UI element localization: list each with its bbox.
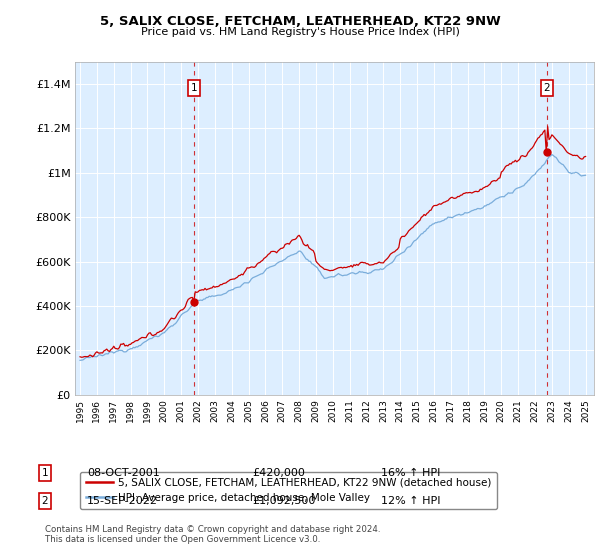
- Text: 16% ↑ HPI: 16% ↑ HPI: [381, 468, 440, 478]
- Text: 08-OCT-2001: 08-OCT-2001: [87, 468, 160, 478]
- Text: £1,092,500: £1,092,500: [252, 496, 316, 506]
- Text: Contains HM Land Registry data © Crown copyright and database right 2024.
This d: Contains HM Land Registry data © Crown c…: [45, 525, 380, 544]
- Text: 1: 1: [190, 83, 197, 94]
- Legend: 5, SALIX CLOSE, FETCHAM, LEATHERHEAD, KT22 9NW (detached house), HPI: Average pr: 5, SALIX CLOSE, FETCHAM, LEATHERHEAD, KT…: [80, 472, 497, 510]
- Text: 12% ↑ HPI: 12% ↑ HPI: [381, 496, 440, 506]
- Text: 5, SALIX CLOSE, FETCHAM, LEATHERHEAD, KT22 9NW: 5, SALIX CLOSE, FETCHAM, LEATHERHEAD, KT…: [100, 15, 500, 28]
- Text: Price paid vs. HM Land Registry's House Price Index (HPI): Price paid vs. HM Land Registry's House …: [140, 27, 460, 38]
- Text: 15-SEP-2022: 15-SEP-2022: [87, 496, 158, 506]
- Text: 1: 1: [41, 468, 49, 478]
- Text: £420,000: £420,000: [252, 468, 305, 478]
- Text: 2: 2: [544, 83, 550, 94]
- Text: 2: 2: [41, 496, 49, 506]
